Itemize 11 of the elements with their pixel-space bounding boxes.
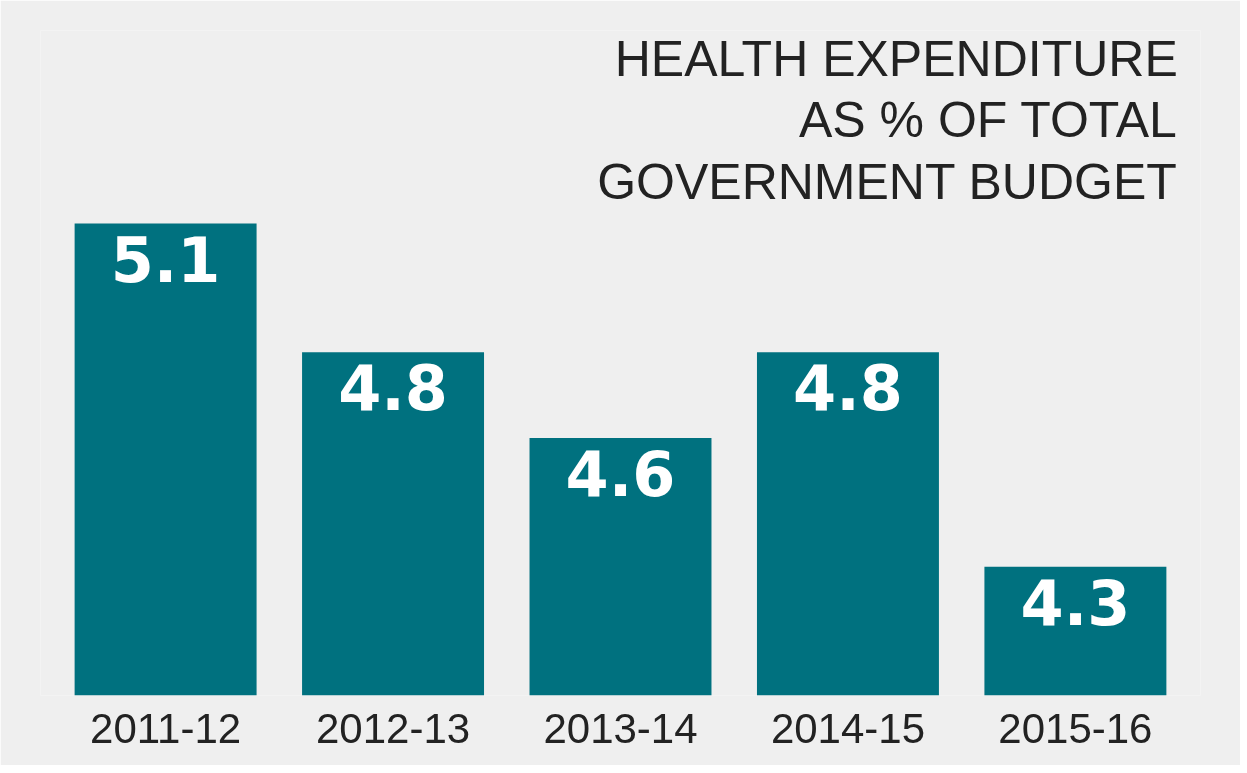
x-tick-label: 2015-16	[998, 704, 1153, 752]
text: HEALTH EXPENDITURE AS % OF TOTAL GOVERNMENT BUDGET	[597, 30, 1178, 210]
x-tick-label: 2011-12	[90, 704, 242, 752]
data-label: 4.8	[793, 352, 903, 426]
x-tick-label: 2014-15	[770, 704, 926, 752]
data-label: 4.3	[1020, 566, 1131, 640]
x-tick-label: 2012-13	[315, 704, 471, 752]
data-label: 4.8	[338, 352, 448, 426]
x-tick-label: 2013-14	[543, 704, 698, 752]
data-label: 5.1	[110, 223, 221, 297]
data-label: 4.6	[565, 438, 676, 512]
